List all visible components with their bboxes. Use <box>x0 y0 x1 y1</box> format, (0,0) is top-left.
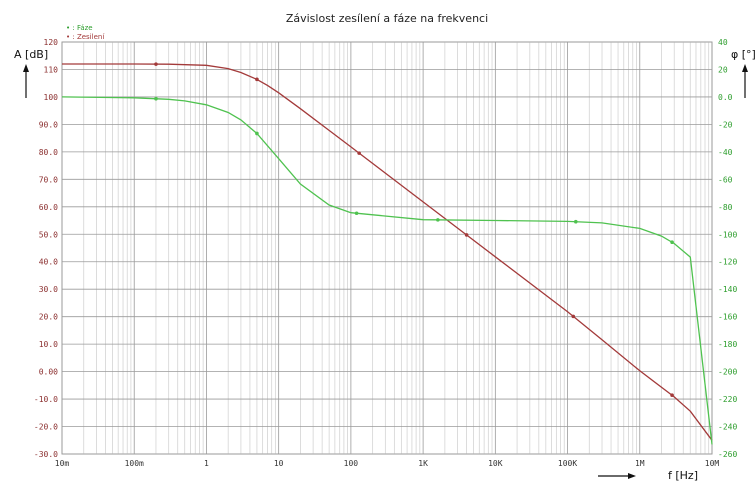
series-marker-0 <box>571 314 576 319</box>
x-tick: 1K <box>418 459 428 468</box>
y-tick-left: 30.0 <box>39 285 58 294</box>
ylabel-left: A [dB] <box>14 48 48 61</box>
series-marker-1 <box>573 219 578 224</box>
xlabel: f [Hz] <box>668 469 698 482</box>
y-tick-left: 10.0 <box>39 340 58 349</box>
series-marker-1 <box>670 240 674 245</box>
y-tick-right: 0.0 <box>718 93 733 102</box>
series-marker-0 <box>670 393 674 398</box>
x-tick: 10m <box>55 459 70 468</box>
x-tick: 1M <box>635 459 645 468</box>
up-arrow-left-head <box>23 64 29 72</box>
grid <box>61 41 712 455</box>
x-tick: 10 <box>274 459 284 468</box>
y-tick-right: -140 <box>718 285 737 294</box>
legend: • : Fáze • : Zesilení <box>66 24 105 41</box>
y-tick-right: -220 <box>718 395 737 404</box>
plot-frame <box>61 41 713 455</box>
x-tick: 1 <box>204 459 209 468</box>
y-tick-right: 20 <box>718 65 728 74</box>
y-tick-right: -60 <box>718 175 733 184</box>
y-tick-left: -20.0 <box>34 423 58 432</box>
series-marker-1 <box>255 131 259 136</box>
y-tick-left: 0.00 <box>39 368 58 377</box>
y-tick-right: -240 <box>718 423 737 432</box>
y-tick-right: -20 <box>718 120 733 129</box>
y-tick-left: -10.0 <box>34 395 58 404</box>
series-marker-1 <box>436 218 440 222</box>
legend-zesileni: • : Zesilení <box>66 33 105 41</box>
y-tick-left: 100 <box>44 93 59 102</box>
x-tick: 100K <box>558 459 577 468</box>
tick-labels: 12011010090.080.070.060.050.040.030.020.… <box>34 38 738 468</box>
y-tick-right: -120 <box>718 258 737 267</box>
y-tick-left: 40.0 <box>39 258 58 267</box>
series-markers <box>154 62 674 398</box>
y-tick-right: 40 <box>718 38 728 47</box>
y-tick-right: -260 <box>718 450 737 459</box>
series-marker-0 <box>464 233 469 237</box>
up-arrow-right-head <box>742 64 748 72</box>
series-line-0 <box>62 63 713 441</box>
y-tick-left: 20.0 <box>39 313 58 322</box>
x-tick: 100m <box>125 459 144 468</box>
ylabel-right: φ [°] <box>731 48 755 61</box>
y-tick-right: -40 <box>718 148 733 157</box>
series-marker-0 <box>255 77 259 82</box>
series-line-1 <box>61 96 713 445</box>
series-marker-1 <box>354 211 359 216</box>
chart-title: Závislost zesílení a fáze na frekvenci <box>286 12 488 25</box>
y-tick-left: 60.0 <box>39 203 58 212</box>
y-tick-right: -160 <box>718 313 737 322</box>
x-tick: 100 <box>344 459 359 468</box>
y-tick-left: 110 <box>44 65 59 74</box>
series-lines <box>61 63 713 445</box>
y-tick-left: -30.0 <box>34 450 58 459</box>
series-marker-1 <box>154 96 158 101</box>
right-arrow-head <box>628 473 636 479</box>
x-axis-label: f [Hz] <box>598 469 698 482</box>
legend-faze: • : Fáze <box>66 24 93 32</box>
y-axis-left-label: A [dB] <box>14 48 48 98</box>
y-tick-left: 120 <box>44 38 59 47</box>
x-tick: 10K <box>488 459 503 468</box>
y-tick-left: 90.0 <box>39 120 58 129</box>
series-marker-0 <box>154 62 158 66</box>
y-tick-left: 80.0 <box>39 148 58 157</box>
y-tick-left: 50.0 <box>39 230 58 239</box>
y-axis-right-label: φ [°] <box>731 48 755 98</box>
x-tick: 10M <box>705 459 720 468</box>
y-tick-left: 70.0 <box>39 175 58 184</box>
series-marker-0 <box>357 151 361 155</box>
y-tick-right: -80 <box>718 203 733 212</box>
y-tick-right: -200 <box>718 368 737 377</box>
y-tick-right: -100 <box>718 230 737 239</box>
y-tick-right: -180 <box>718 340 737 349</box>
